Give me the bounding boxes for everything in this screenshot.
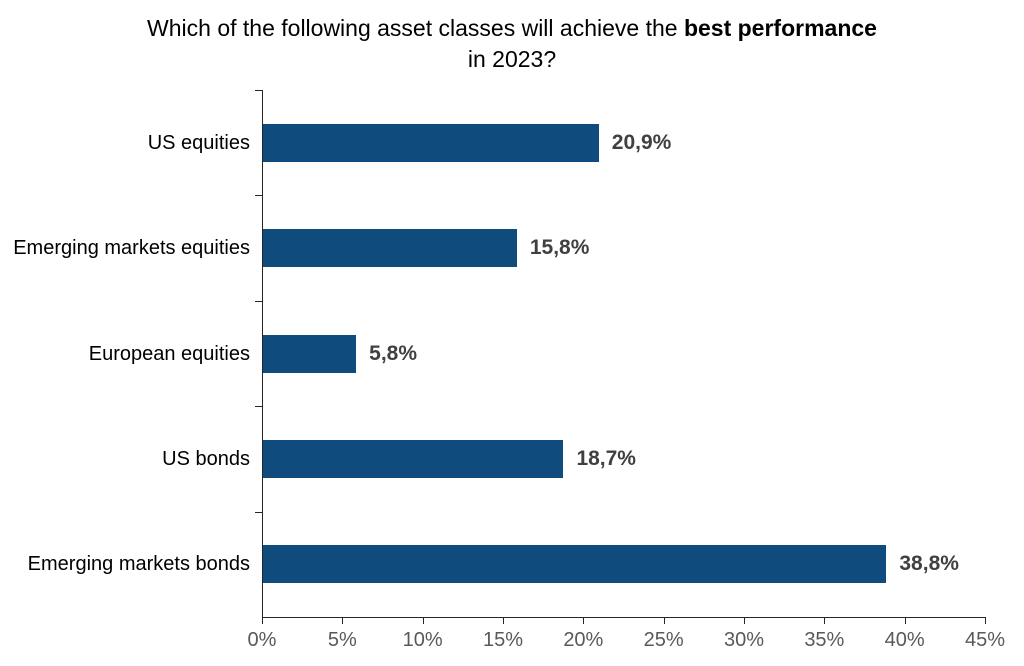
x-axis-tick-label: 35% <box>804 629 845 651</box>
chart-title-regular-text: Which of the following asset classes wil… <box>147 15 684 41</box>
x-axis-tick <box>744 617 745 624</box>
x-axis-tick <box>342 617 344 624</box>
x-axis-tick-label: 20% <box>563 629 604 651</box>
y-axis-tick <box>255 300 262 302</box>
x-axis-tick-label: 40% <box>884 629 925 651</box>
value-label: 15,8% <box>529 236 590 260</box>
chart-title-line2: in 2023? <box>467 46 557 72</box>
category-label: European equities <box>88 342 250 365</box>
chart-title-line1: Which of the following asset classes wil… <box>0 13 1024 44</box>
x-axis-tick-label: 0% <box>247 629 277 651</box>
y-axis-tick <box>255 90 262 91</box>
y-axis-tick <box>255 511 262 513</box>
x-axis-tick-label: 30% <box>723 629 765 651</box>
y-axis-tick <box>255 195 262 197</box>
category-label: Emerging markets equities <box>13 237 250 260</box>
category-label: US bonds <box>162 447 250 470</box>
x-axis-tick-label: 5% <box>327 629 357 651</box>
x-axis-tick <box>985 617 986 624</box>
value-label: 38,8% <box>899 552 959 576</box>
x-axis-tick <box>824 617 826 624</box>
x-axis-tick <box>663 617 665 624</box>
x-axis-tick-label: 45% <box>964 629 1006 651</box>
bar <box>263 545 887 584</box>
x-axis-tick <box>422 617 424 624</box>
y-axis-line <box>262 90 263 624</box>
value-label: 18,7% <box>576 446 636 470</box>
bar <box>263 229 517 268</box>
y-axis-tick <box>255 406 262 408</box>
x-axis-tick <box>503 617 504 624</box>
bar <box>263 123 599 162</box>
x-axis-tick <box>583 617 585 624</box>
x-axis-line <box>262 617 986 618</box>
bar <box>263 334 357 373</box>
x-axis-tick <box>904 617 906 624</box>
chart-title: Which of the following asset classes wil… <box>0 13 1024 75</box>
x-axis-tick-label: 25% <box>643 629 684 651</box>
value-label: 20,9% <box>611 130 672 154</box>
x-axis-tick-label: 15% <box>482 629 524 651</box>
x-axis-tick-label: 10% <box>402 629 443 651</box>
category-label: US equities <box>147 131 250 154</box>
chart-title-bold-text: best performance <box>683 15 877 41</box>
bar <box>263 439 564 478</box>
category-label: Emerging markets bonds <box>27 553 250 576</box>
value-label: 5,8% <box>369 341 418 365</box>
